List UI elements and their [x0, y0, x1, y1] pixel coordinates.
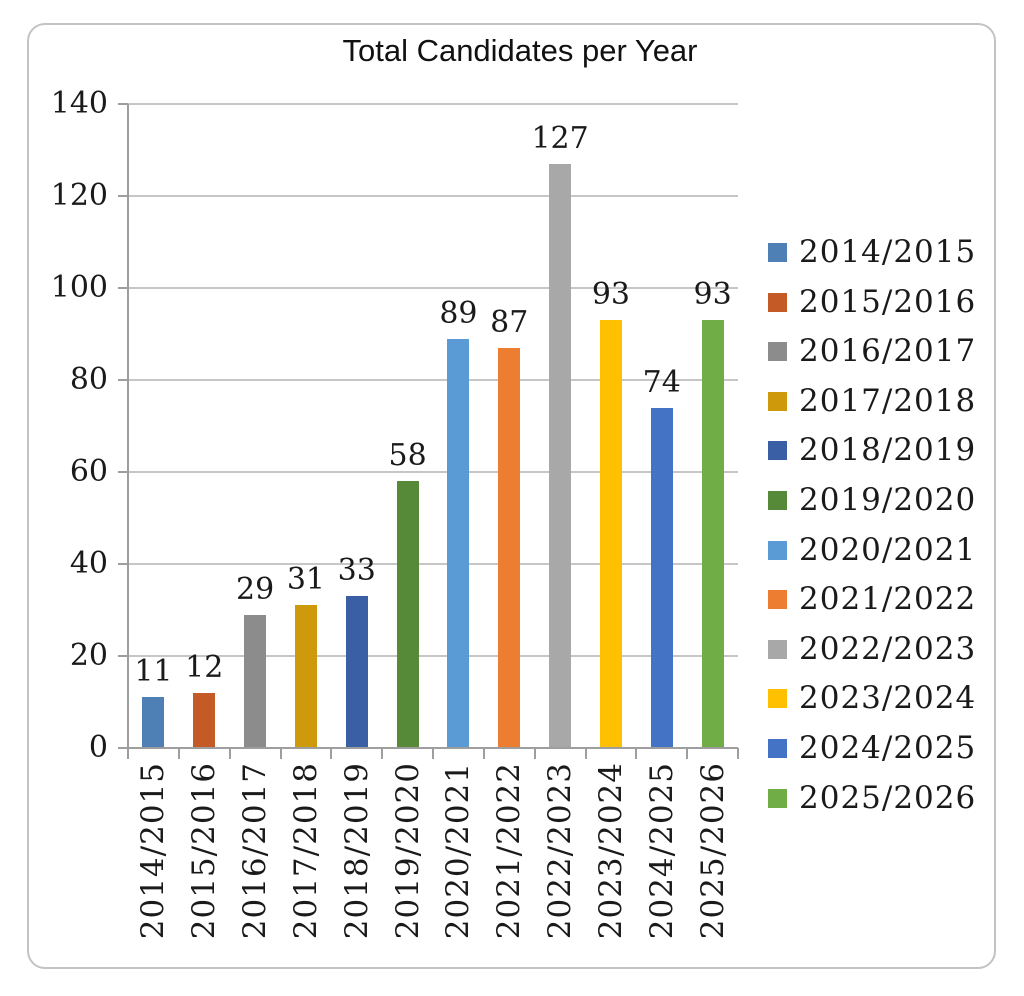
bar-2022-2023	[549, 163, 572, 748]
y-axis-tick-label: 80	[69, 362, 108, 397]
bar-2015-2016	[193, 692, 216, 748]
y-axis-tick-label: 40	[69, 546, 108, 581]
x-axis-category-label: 2015/2016	[186, 762, 223, 940]
x-axis-tick	[127, 748, 129, 759]
legend-swatch	[768, 342, 787, 362]
y-axis-tick-label: 100	[50, 270, 108, 305]
y-axis-tick	[118, 195, 128, 197]
x-axis-category-label: 2020/2021	[440, 762, 477, 940]
y-axis-tick-label: 60	[69, 454, 108, 489]
x-axis-tick	[635, 748, 638, 759]
bar-2025-2026	[701, 320, 724, 748]
legend-swatch	[768, 689, 787, 709]
legend-swatch	[768, 391, 787, 411]
bar-value-label: 33	[337, 553, 376, 589]
bar-value-label: 12	[185, 649, 224, 685]
y-axis-line	[127, 104, 129, 748]
x-axis-tick	[279, 748, 282, 759]
bar-2023-2024	[599, 320, 622, 748]
y-axis-tick	[118, 379, 128, 381]
legend-label: 2018/2019	[799, 432, 977, 469]
x-axis-category-label: 2021/2022	[491, 762, 528, 940]
x-axis-category-label: 2025/2026	[694, 762, 731, 940]
y-axis-tick	[118, 655, 128, 657]
legend-swatch	[768, 739, 787, 758]
x-axis-category-label: 2017/2018	[287, 762, 324, 940]
legend-label: 2017/2018	[799, 382, 977, 419]
legend-swatch	[768, 441, 787, 461]
bar-value-label: 127	[531, 120, 589, 156]
bar-value-label: 58	[388, 438, 427, 474]
legend-label: 2016/2017	[799, 333, 977, 370]
bar-2014-2015	[142, 697, 165, 748]
x-axis-tick	[381, 748, 384, 759]
x-axis-tick	[584, 748, 587, 759]
legend-swatch	[768, 540, 787, 560]
x-axis-category-label: 2019/2020	[389, 762, 426, 940]
bar-value-label: 29	[235, 571, 275, 607]
legend-label: 2023/2024	[799, 680, 977, 717]
legend-label: 2021/2022	[799, 581, 977, 618]
x-axis-category-label: 2023/2024	[592, 762, 629, 940]
legend-swatch	[768, 292, 787, 312]
bar-2020-2021	[447, 338, 470, 748]
legend-label: 2024/2025	[799, 730, 977, 766]
legend-label: 2015/2016	[799, 283, 977, 320]
legend-swatch	[768, 243, 787, 262]
y-axis-tick	[118, 747, 128, 749]
legend-label: 2025/2026	[799, 779, 977, 816]
bar-2017-2018	[294, 605, 317, 748]
y-axis-tick	[118, 287, 128, 289]
x-axis-tick	[330, 748, 333, 759]
gridline	[128, 195, 738, 197]
x-axis-tick	[737, 748, 739, 759]
legend-label: 2022/2023	[799, 630, 977, 667]
legend-label: 2014/2015	[799, 234, 977, 270]
gridline	[128, 103, 738, 105]
x-axis-category-label: 2024/2025	[643, 762, 680, 940]
gridline	[128, 287, 738, 289]
gridline	[128, 563, 738, 565]
y-axis-tick-label: 140	[50, 86, 108, 121]
legend-label: 2019/2020	[799, 482, 977, 518]
x-axis-tick	[482, 748, 485, 759]
y-axis-tick-label: 0	[88, 730, 108, 765]
y-axis-tick-label: 20	[69, 638, 108, 673]
bar-2018-2019	[345, 596, 368, 748]
x-axis-category-label: 2014/2015	[135, 762, 172, 940]
bar-2024-2025	[650, 407, 673, 748]
legend-swatch	[768, 491, 787, 510]
legend-swatch	[768, 590, 787, 610]
legend-swatch	[768, 639, 787, 659]
bar-value-label: 87	[490, 304, 529, 340]
x-axis-tick	[432, 748, 434, 759]
y-axis-tick-label: 120	[50, 178, 108, 213]
x-axis-tick	[228, 748, 231, 759]
chart-title: Total Candidates per Year	[342, 33, 698, 68]
bar-value-label: 93	[591, 277, 630, 313]
legend-label: 2020/2021	[799, 531, 977, 568]
legend-swatch	[768, 788, 787, 808]
bar-2016-2017	[244, 614, 267, 748]
x-axis-tick	[533, 748, 536, 759]
x-axis-tick	[177, 748, 180, 759]
bar-2021-2022	[498, 347, 521, 748]
y-axis-tick	[118, 103, 128, 105]
x-axis-tick	[686, 748, 689, 759]
y-axis-tick	[118, 471, 128, 473]
bar-value-label: 89	[439, 295, 478, 331]
bar-value-label: 31	[286, 562, 325, 598]
gridline	[128, 379, 738, 381]
bar-value-label: 74	[642, 364, 681, 400]
x-axis-category-label: 2022/2023	[542, 762, 579, 940]
bar-2019-2020	[396, 481, 419, 748]
x-axis-category-label: 2016/2017	[237, 762, 274, 940]
x-axis-category-label: 2018/2019	[338, 762, 375, 940]
gridline	[128, 655, 738, 657]
bar-value-label: 11	[134, 654, 173, 690]
y-axis-tick	[118, 563, 128, 565]
gridline	[128, 471, 738, 473]
bar-value-label: 93	[693, 277, 732, 313]
